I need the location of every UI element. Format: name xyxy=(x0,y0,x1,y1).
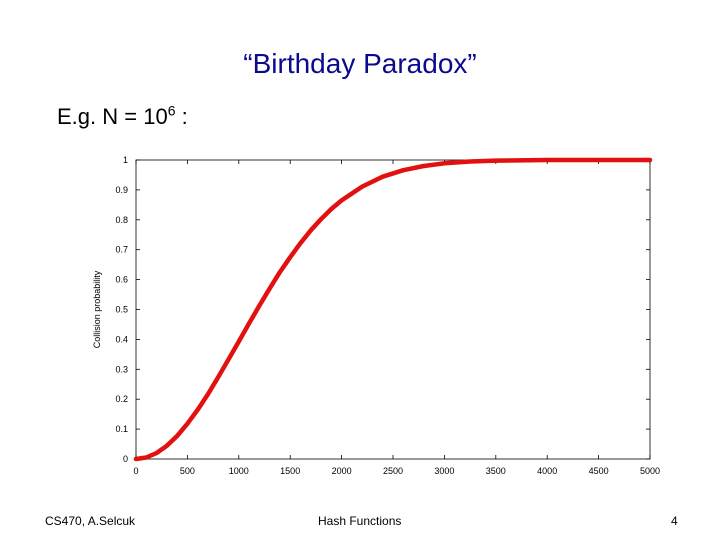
slide-title: “Birthday Paradox” xyxy=(243,48,477,79)
data-point xyxy=(308,228,313,233)
data-point xyxy=(468,159,472,164)
slide-subtitle: E.g. N = 106 : xyxy=(57,104,188,130)
data-point xyxy=(226,357,231,362)
footer-author: CS470, A.Selcuk xyxy=(45,514,136,528)
data-point xyxy=(237,339,241,344)
data-point xyxy=(278,270,282,274)
data-point xyxy=(329,207,334,211)
x-tick-label: 1500 xyxy=(280,466,300,476)
data-point xyxy=(494,158,498,163)
footer-topic: Hash Functions xyxy=(318,514,402,528)
data-point xyxy=(442,161,447,166)
y-tick-label: 0.5 xyxy=(115,305,128,315)
y-tick-label: 0.1 xyxy=(115,424,128,434)
y-tick-label: 0.9 xyxy=(115,185,128,195)
y-tick-label: 1 xyxy=(123,155,128,165)
data-point xyxy=(247,321,251,326)
y-tick-label: 0.7 xyxy=(115,245,128,255)
data-point xyxy=(195,407,200,412)
x-tick-label: 4000 xyxy=(537,466,557,476)
y-tick-label: 0.2 xyxy=(115,394,128,404)
y-tick-label: 0 xyxy=(123,454,128,464)
x-tick-label: 1000 xyxy=(229,466,249,476)
x-tick-label: 4500 xyxy=(589,466,609,476)
plot-frame xyxy=(135,159,651,460)
data-point xyxy=(134,457,138,461)
y-tick-label: 0.6 xyxy=(115,275,128,285)
data-point xyxy=(401,168,406,172)
data-point xyxy=(267,286,272,291)
collision-probability-curve xyxy=(133,157,653,462)
x-tick-label: 5000 xyxy=(640,466,660,476)
data-point xyxy=(360,184,364,189)
data-point xyxy=(298,241,303,245)
x-tick-label: 0 xyxy=(133,466,138,476)
x-tick-label: 3500 xyxy=(486,466,506,476)
data-point xyxy=(154,451,159,455)
data-point xyxy=(185,421,190,426)
x-tick-label: 3000 xyxy=(434,466,454,476)
data-point xyxy=(144,455,149,460)
data-point xyxy=(206,392,210,396)
y-tick-label: 0.4 xyxy=(115,334,128,344)
data-point xyxy=(380,174,385,179)
x-tick-label: 2500 xyxy=(383,466,403,476)
y-tick-label: 0.3 xyxy=(115,364,128,374)
data-point xyxy=(175,434,179,438)
data-point xyxy=(319,217,323,222)
data-point xyxy=(165,444,169,448)
x-tick-label: 2000 xyxy=(332,466,352,476)
subtitle-suffix: : xyxy=(175,104,188,129)
data-point xyxy=(648,158,652,162)
y-axis-label: Collision probability xyxy=(92,270,102,348)
y-tick-label: 0.8 xyxy=(115,215,128,225)
subtitle-exponent: 6 xyxy=(167,102,176,119)
data-point xyxy=(257,303,262,308)
data-point xyxy=(545,158,549,162)
data-point xyxy=(288,255,293,259)
data-point xyxy=(216,375,221,379)
data-point xyxy=(422,164,426,168)
data-point xyxy=(596,158,601,162)
page-number: 4 xyxy=(671,514,678,528)
subtitle-prefix: E.g. N = 10 xyxy=(57,104,168,129)
x-tick-label: 500 xyxy=(180,466,195,476)
data-point xyxy=(339,198,344,203)
